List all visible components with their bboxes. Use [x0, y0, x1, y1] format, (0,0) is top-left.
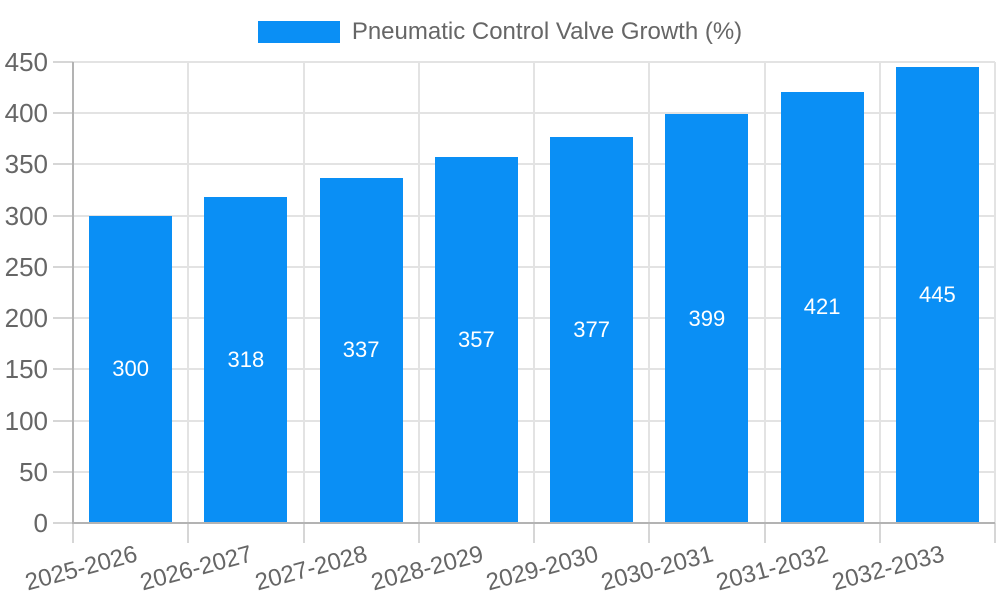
x-tick: [302, 523, 305, 543]
x-tick: [187, 523, 190, 543]
y-tick: [53, 368, 73, 371]
x-axis-label: 2027-2028: [252, 540, 371, 597]
x-tick: [878, 523, 881, 543]
y-tick: [53, 61, 73, 63]
y-axis-label: 300: [4, 200, 48, 231]
x-axis-label: 2026-2027: [137, 540, 256, 597]
x-axis-label: 2025-2026: [22, 540, 140, 597]
y-axis-line: [72, 62, 74, 524]
v-gridline: [533, 62, 535, 523]
bar[interactable]: [780, 91, 864, 523]
x-tick: [994, 523, 996, 543]
v-gridline: [417, 62, 420, 523]
h-gridline: [73, 61, 995, 63]
bar[interactable]: [89, 215, 173, 523]
y-tick: [53, 214, 73, 217]
y-tick: [53, 112, 73, 115]
bar[interactable]: [550, 136, 634, 523]
x-axis-label: 2028-2029: [367, 540, 486, 597]
y-axis-label: 50: [19, 456, 48, 487]
bar[interactable]: [665, 114, 749, 523]
v-gridline: [187, 62, 190, 523]
y-axis-label: 200: [4, 303, 48, 334]
x-tick: [763, 523, 766, 543]
y-axis-label: 150: [4, 354, 48, 385]
bar[interactable]: [319, 177, 403, 523]
y-tick: [53, 522, 73, 524]
y-axis-label: 450: [4, 47, 48, 77]
x-axis-label: 2032-2033: [828, 540, 947, 597]
y-tick: [53, 419, 73, 422]
legend-swatch-icon: [257, 21, 340, 43]
y-tick: [53, 317, 73, 320]
x-axis-label: 2031-2032: [713, 540, 832, 597]
y-axis-label: 100: [4, 405, 48, 436]
legend-label: Pneumatic Control Valve Growth (%): [351, 18, 743, 45]
v-gridline: [648, 62, 651, 523]
bar[interactable]: [204, 197, 288, 523]
v-gridline: [878, 62, 881, 523]
y-tick: [53, 163, 73, 166]
x-tick: [533, 523, 535, 543]
y-axis-label: 0: [33, 508, 48, 538]
x-tick: [72, 523, 74, 543]
v-gridline: [302, 62, 305, 523]
x-tick: [417, 523, 420, 543]
x-axis-label: 2029-2030: [483, 540, 601, 597]
y-tick: [53, 265, 73, 268]
y-axis-label: 400: [4, 98, 48, 129]
x-axis-label: 2030-2031: [598, 540, 717, 597]
y-axis-label: 350: [4, 149, 48, 180]
y-axis-label: 250: [4, 251, 48, 282]
x-tick: [648, 523, 651, 543]
bar[interactable]: [895, 67, 979, 523]
v-gridline: [763, 62, 766, 523]
chart-legend[interactable]: Pneumatic Control Valve Growth (%): [0, 20, 1000, 44]
v-gridline: [994, 62, 996, 523]
y-tick: [53, 470, 73, 473]
bar[interactable]: [434, 157, 518, 523]
